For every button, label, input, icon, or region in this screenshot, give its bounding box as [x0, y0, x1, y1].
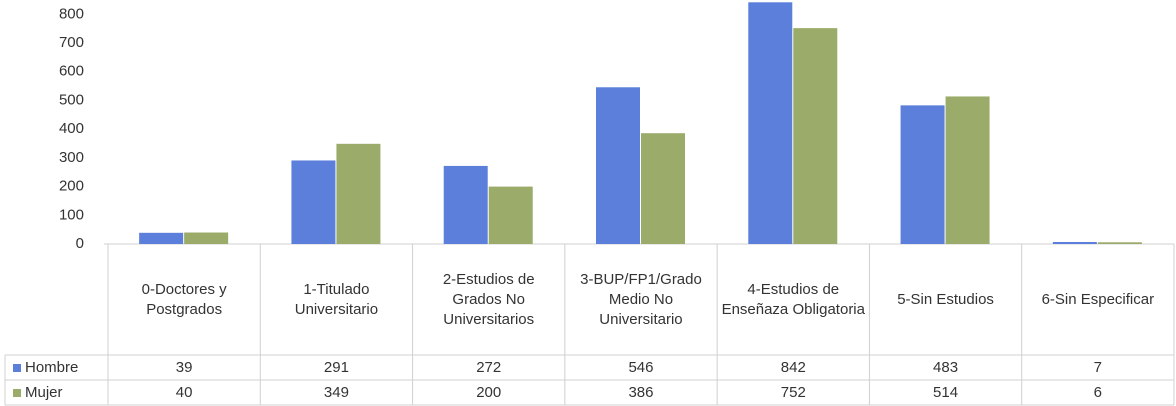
- y-tick-label: 200: [59, 178, 84, 195]
- table-value: 483: [933, 358, 959, 376]
- table-value: 7: [1093, 358, 1103, 376]
- y-tick-label: 300: [59, 149, 84, 166]
- bar: [641, 133, 685, 244]
- table-value: 39: [175, 358, 193, 376]
- bar: [596, 87, 640, 244]
- category-label: 1-Titulado Universitario: [294, 280, 379, 318]
- table-value: 272: [476, 358, 502, 376]
- bar: [443, 165, 488, 244]
- table-value: 349: [323, 383, 349, 401]
- legend-label: Hombre: [25, 358, 79, 376]
- y-tick-label: 400: [59, 120, 84, 137]
- y-tick-label: 800: [59, 5, 84, 22]
- category-label: 6-Sin Especificar: [1041, 290, 1155, 308]
- table-value: 546: [628, 358, 654, 376]
- bar: [184, 232, 229, 244]
- table-value: 386: [628, 383, 654, 401]
- bar: [945, 96, 990, 244]
- legend-item: Hombre: [5, 355, 108, 380]
- table-value: 752: [780, 383, 806, 401]
- category-label: 0-Doctores y Postgrados: [141, 280, 227, 318]
- legend-item: Mujer: [5, 380, 108, 405]
- category-label: 3-BUP/FP1/Grado Medio No Universitario: [580, 270, 702, 328]
- y-tick-label: 0: [76, 235, 84, 252]
- bar: [139, 232, 184, 244]
- table-value: 842: [780, 358, 806, 376]
- category-label: 5-Sin Estudios: [897, 290, 994, 308]
- bar: [1097, 242, 1142, 244]
- bar: [488, 186, 533, 244]
- bar: [900, 105, 945, 244]
- bar: [1052, 241, 1097, 244]
- category-label: 2-Estudios de Grados No Universitarios: [442, 270, 535, 328]
- category-label: 4-Estudios de Enseñaza Obligatoria: [721, 280, 865, 318]
- legend-swatch: [13, 388, 21, 397]
- bar: [336, 143, 381, 244]
- table-value: 291: [323, 358, 349, 376]
- bar: [291, 160, 336, 244]
- y-tick-label: 700: [59, 34, 84, 51]
- table-value: 6: [1093, 383, 1103, 401]
- y-tick-label: 500: [59, 91, 84, 108]
- y-tick-label: 600: [59, 63, 84, 80]
- bar: [748, 2, 793, 245]
- table-value: 200: [476, 383, 502, 401]
- table-value: 40: [175, 383, 193, 401]
- legend-label: Mujer: [25, 383, 63, 401]
- y-tick-label: 100: [59, 206, 84, 223]
- bar: [793, 28, 838, 245]
- legend-swatch: [13, 363, 21, 372]
- table-value: 514: [933, 383, 959, 401]
